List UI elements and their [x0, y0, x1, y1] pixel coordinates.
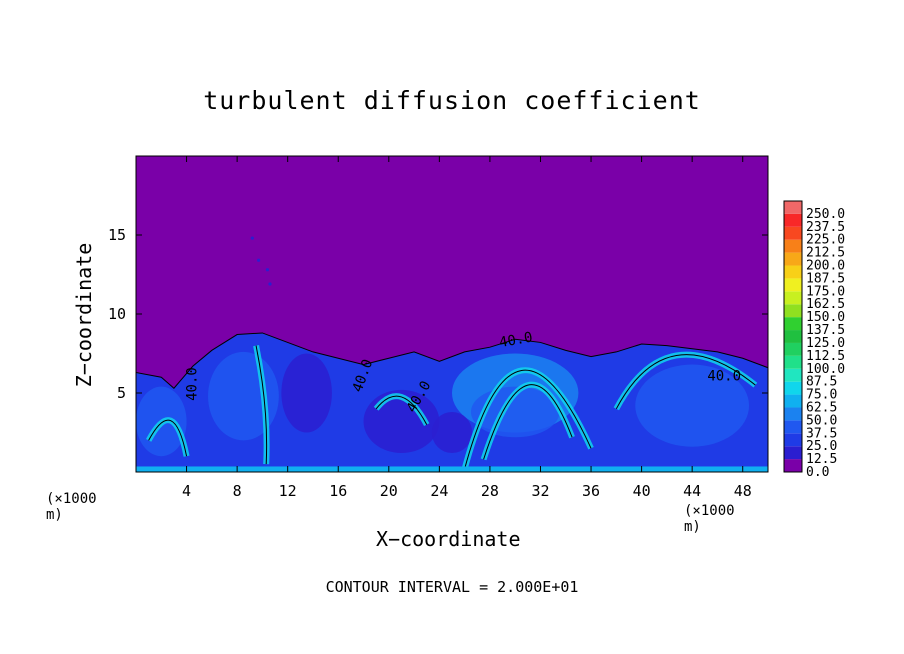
x-unit-right: (×1000 m) — [684, 503, 735, 535]
x-tick-label: 16 — [329, 482, 347, 500]
contour-line — [464, 369, 592, 469]
contour-line — [615, 354, 756, 410]
x-tick-label: 8 — [233, 482, 242, 500]
field-patch — [431, 411, 473, 454]
colorbar-label: 75.0 — [806, 388, 837, 403]
colorbar-swatch — [784, 433, 802, 447]
field-patch — [635, 364, 750, 447]
colorbar-label: 37.5 — [806, 426, 837, 441]
contour-line — [483, 384, 573, 460]
colorbar-label: 212.5 — [806, 246, 845, 261]
colorbar-swatch — [784, 265, 802, 279]
colorbar-label: 150.0 — [806, 310, 845, 325]
colorbar-label: 125.0 — [806, 336, 845, 351]
x-axis: 4 8 12 16 20 24 28 32 36 40 44 48 — [182, 156, 752, 500]
y-axis: 5 10 15 — [108, 226, 768, 402]
y-tick-label: 10 — [108, 305, 126, 323]
colorbar-label: 87.5 — [806, 375, 837, 390]
colorbar-swatch — [784, 330, 802, 343]
colorbar-swatch — [784, 239, 802, 253]
colorbar-swatch — [784, 355, 802, 369]
colorbar-label: 200.0 — [806, 259, 845, 274]
x-tick-label: 12 — [279, 482, 297, 500]
field-dot — [257, 258, 261, 262]
field-patch — [281, 353, 332, 433]
colorbar-label: 250.0 — [806, 207, 845, 222]
y-tick-label: 5 — [117, 384, 126, 402]
x-tick-label: 28 — [481, 482, 499, 500]
colorbar-swatch — [784, 407, 802, 421]
colorbar-swatch — [784, 368, 802, 382]
contour-label: 40.0 — [707, 368, 741, 384]
contour-label: 40.0 — [185, 367, 201, 401]
colorbar-swatch — [784, 459, 802, 472]
colorbar-label: 100.0 — [806, 362, 845, 377]
colorbar-label: 187.5 — [806, 271, 845, 286]
colorbar-frame — [783, 200, 803, 473]
contour-label: 40.0 — [498, 330, 534, 352]
colorbar-label: 12.5 — [806, 452, 837, 467]
colorbar-label: 50.0 — [806, 413, 837, 428]
colorbar-label: 225.0 — [806, 233, 845, 248]
colorbar-label: 137.5 — [806, 323, 845, 338]
colorbar-swatch — [784, 291, 802, 305]
colorbar-swatch — [784, 394, 802, 408]
x-axis-label: X−coordinate — [376, 527, 521, 551]
contour-line — [255, 345, 268, 465]
colorbar-label: 112.5 — [806, 349, 845, 364]
field-dot — [268, 282, 272, 286]
x-tick-label: 32 — [531, 482, 549, 500]
colorbar-swatch — [784, 278, 802, 292]
colorbar: 0.012.525.037.550.062.575.087.5100.0112.… — [783, 200, 845, 480]
x-tick-label: 20 — [380, 482, 398, 500]
colorbar-swatch — [784, 252, 802, 266]
colorbar-label: 62.5 — [806, 400, 837, 415]
y-axis-label: Z−coordinate — [72, 242, 96, 388]
field-dot — [250, 236, 254, 240]
contour-interval-text: CONTOUR INTERVAL = 2.000E+01 — [325, 578, 579, 596]
colorbar-label: 25.0 — [806, 439, 837, 454]
x-unit-left: (×1000 m) — [46, 491, 97, 523]
x-tick-label: 48 — [734, 482, 752, 500]
field-dot — [265, 268, 270, 272]
colorbar-label: 175.0 — [806, 284, 845, 299]
colorbar-swatch — [784, 213, 802, 227]
colorbar-swatch — [784, 446, 802, 460]
y-tick-label: 15 — [108, 226, 126, 244]
colorbar-swatch — [784, 304, 802, 318]
x-tick-label: 24 — [430, 482, 448, 500]
plot-area — [136, 156, 768, 472]
chart-title: turbulent diffusion coefficient — [203, 86, 701, 115]
x-tick-label: 44 — [683, 482, 701, 500]
contour-line — [148, 419, 188, 457]
colorbar-swatch — [784, 420, 802, 434]
colorbar-swatch — [784, 226, 802, 240]
surface-band — [136, 466, 768, 472]
colorbar-swatch — [784, 317, 802, 331]
colorbar-swatch — [784, 381, 802, 395]
x-tick-label: 36 — [582, 482, 600, 500]
colorbar-label: 162.5 — [806, 297, 845, 312]
colorbar-swatch — [784, 201, 802, 214]
contour-line — [375, 395, 428, 425]
x-tick-label: 4 — [182, 482, 191, 500]
x-tick-label: 40 — [633, 482, 651, 500]
colorbar-label: 237.5 — [806, 220, 845, 235]
colorbar-label: 0.0 — [806, 465, 829, 480]
colorbar-swatch — [784, 342, 802, 356]
